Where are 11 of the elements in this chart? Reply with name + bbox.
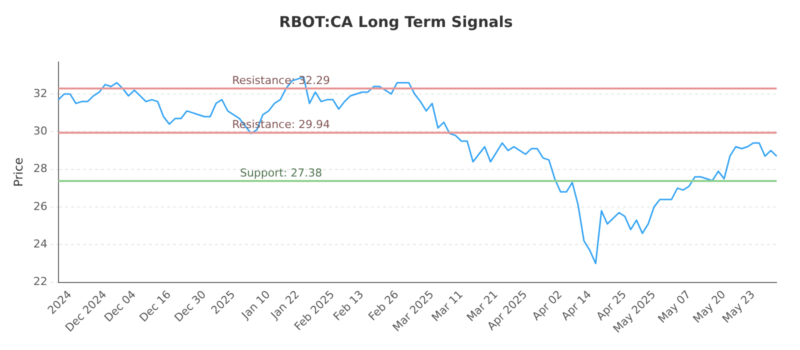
y-axis-title: Price <box>11 158 26 187</box>
y-tick-label: 28 <box>33 162 48 176</box>
y-tick-label: 24 <box>33 238 48 251</box>
y-tick-label: 26 <box>33 200 48 213</box>
x-tick-label: Dec 30 <box>172 288 209 325</box>
x-tick-label: Dec 16 <box>136 288 174 325</box>
y-tick-label: 30 <box>33 124 48 138</box>
chart-title: RBOT:CA Long Term Signals <box>279 12 513 31</box>
y-tick-label: 22 <box>33 275 48 288</box>
ref-line-label: Support: 27.38 <box>240 166 322 180</box>
y-tick-label: 32 <box>33 86 48 100</box>
